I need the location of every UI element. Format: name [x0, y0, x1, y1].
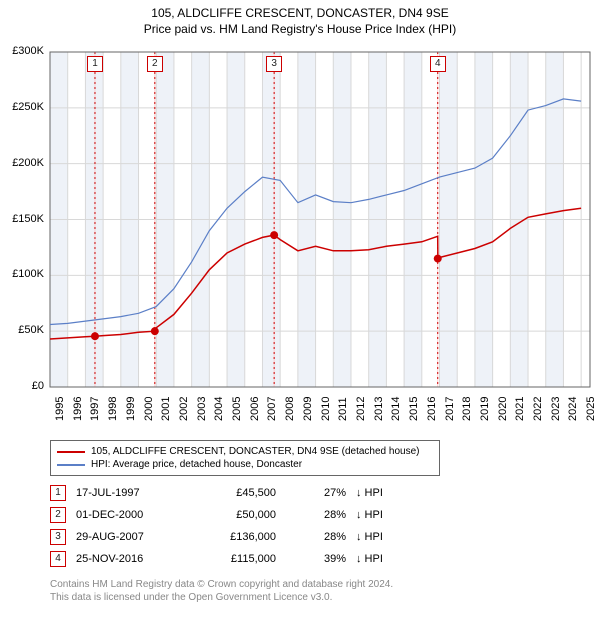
- event-marker: 3: [50, 529, 66, 545]
- x-axis-label: 2007: [266, 397, 278, 421]
- event-date: 29-AUG-2007: [76, 531, 186, 543]
- table-row: 1 17-JUL-1997 £45,500 27% ↓ HPI: [50, 482, 480, 504]
- x-axis-label: 2006: [249, 397, 261, 421]
- event-marker: 2: [50, 507, 66, 523]
- x-axis-label: 2014: [390, 397, 402, 421]
- x-axis-label: 2000: [143, 397, 155, 421]
- x-axis-label: 2015: [408, 397, 420, 421]
- event-marker: 1: [50, 485, 66, 501]
- x-axis-label: 2025: [585, 397, 597, 421]
- x-axis-label: 2008: [284, 397, 296, 421]
- x-axis-label: 2002: [178, 397, 190, 421]
- event-marker: 4: [50, 551, 66, 567]
- x-axis-label: 1999: [125, 397, 137, 421]
- table-row: 3 29-AUG-2007 £136,000 28% ↓ HPI: [50, 526, 480, 548]
- legend-swatch: [57, 451, 85, 453]
- legend-swatch: [57, 464, 85, 466]
- chart-event-marker: 2: [147, 56, 163, 72]
- x-axis-label: 1997: [89, 397, 101, 421]
- x-axis-label: 2022: [532, 397, 544, 421]
- x-axis-label: 2020: [497, 397, 509, 421]
- footer-line: Contains HM Land Registry data © Crown c…: [50, 578, 600, 591]
- x-axis-label: 2009: [302, 397, 314, 421]
- event-price: £136,000: [196, 531, 276, 543]
- y-axis-label: £0: [2, 380, 44, 392]
- page-subtitle: Price paid vs. HM Land Registry's House …: [0, 20, 600, 42]
- y-axis-label: £100K: [2, 268, 44, 280]
- x-axis-label: 2004: [213, 397, 225, 421]
- events-table: 1 17-JUL-1997 £45,500 27% ↓ HPI 2 01-DEC…: [50, 482, 480, 570]
- x-axis-label: 2013: [373, 397, 385, 421]
- event-pct: 27%: [286, 487, 346, 499]
- footer: Contains HM Land Registry data © Crown c…: [50, 578, 600, 604]
- x-axis-label: 2017: [444, 397, 456, 421]
- x-axis-label: 2021: [514, 397, 526, 421]
- event-date: 17-JUL-1997: [76, 487, 186, 499]
- table-row: 4 25-NOV-2016 £115,000 39% ↓ HPI: [50, 548, 480, 570]
- event-pct: 39%: [286, 553, 346, 565]
- table-row: 2 01-DEC-2000 £50,000 28% ↓ HPI: [50, 504, 480, 526]
- x-axis-label: 2024: [567, 397, 579, 421]
- chart-event-marker: 4: [430, 56, 446, 72]
- legend-row: 105, ALDCLIFFE CRESCENT, DONCASTER, DN4 …: [57, 445, 433, 458]
- y-axis-label: £200K: [2, 157, 44, 169]
- x-axis-label: 1998: [107, 397, 119, 421]
- legend-row: HPI: Average price, detached house, Donc…: [57, 458, 433, 471]
- x-axis-label: 2012: [355, 397, 367, 421]
- event-pct: 28%: [286, 509, 346, 521]
- event-price: £50,000: [196, 509, 276, 521]
- x-axis-label: 2005: [231, 397, 243, 421]
- chart-svg: [0, 42, 600, 432]
- chart-event-marker: 3: [266, 56, 282, 72]
- chart-area: £0 £50K £100K £150K £200K £250K £300K 1995 1996 1…: [0, 42, 600, 432]
- x-axis-label: 1996: [72, 397, 84, 421]
- x-axis-label: 2003: [196, 397, 208, 421]
- event-pct: 28%: [286, 531, 346, 543]
- page-title: 105, ALDCLIFFE CRESCENT, DONCASTER, DN4 …: [0, 0, 600, 20]
- x-axis-label: 1995: [54, 397, 66, 421]
- event-price: £115,000: [196, 553, 276, 565]
- legend-label: 105, ALDCLIFFE CRESCENT, DONCASTER, DN4 …: [91, 446, 419, 457]
- footer-line: This data is licensed under the Open Gov…: [50, 591, 600, 604]
- x-axis-label: 2016: [426, 397, 438, 421]
- y-axis-label: £300K: [2, 45, 44, 57]
- x-axis-label: 2023: [550, 397, 562, 421]
- event-arrow: ↓ HPI: [356, 487, 406, 499]
- legend: 105, ALDCLIFFE CRESCENT, DONCASTER, DN4 …: [50, 440, 440, 476]
- event-price: £45,500: [196, 487, 276, 499]
- x-axis-label: 2019: [479, 397, 491, 421]
- event-arrow: ↓ HPI: [356, 553, 406, 565]
- x-axis-label: 2011: [337, 397, 349, 421]
- event-arrow: ↓ HPI: [356, 509, 406, 521]
- y-axis-label: £150K: [2, 213, 44, 225]
- y-axis-label: £250K: [2, 101, 44, 113]
- chart-event-marker: 1: [87, 56, 103, 72]
- event-date: 25-NOV-2016: [76, 553, 186, 565]
- event-arrow: ↓ HPI: [356, 531, 406, 543]
- x-axis-label: 2010: [320, 397, 332, 421]
- x-axis-label: 2001: [160, 397, 172, 421]
- x-axis-label: 2018: [461, 397, 473, 421]
- y-axis-label: £50K: [2, 324, 44, 336]
- legend-label: HPI: Average price, detached house, Donc…: [91, 459, 302, 470]
- event-date: 01-DEC-2000: [76, 509, 186, 521]
